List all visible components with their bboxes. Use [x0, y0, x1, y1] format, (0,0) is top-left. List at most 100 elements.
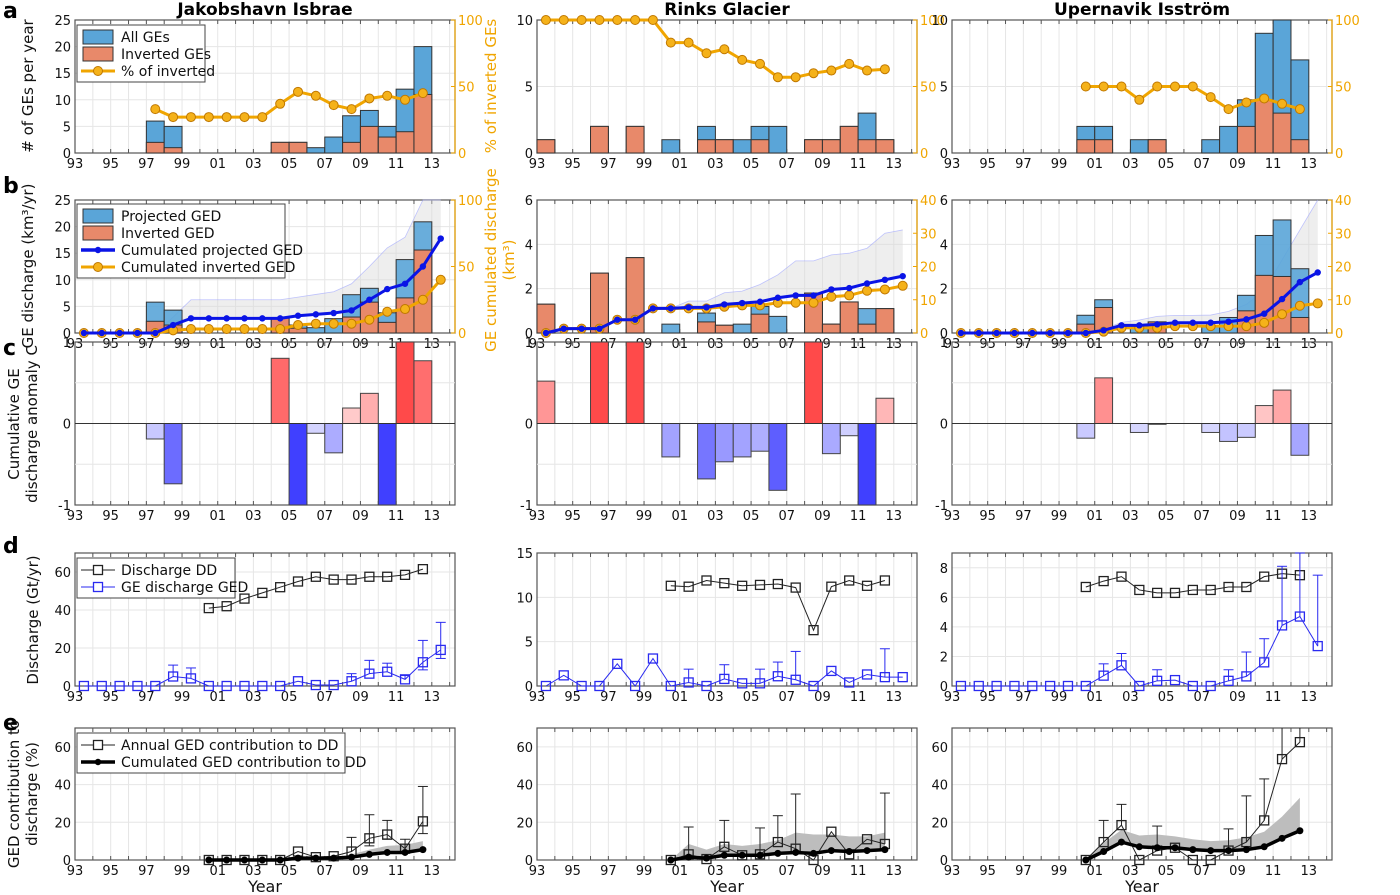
y-tick-label: 5 — [525, 636, 533, 651]
y-tick-label: 0 — [63, 327, 71, 342]
y-tick-label: 4 — [940, 621, 948, 636]
ged-point — [132, 680, 143, 692]
x-tick-label: 01 — [1086, 864, 1103, 879]
x-tick-label: 95 — [102, 157, 119, 172]
legend-label: Cumulated GED contribution to DD — [121, 755, 366, 771]
legend-label: All GEs — [121, 30, 170, 46]
dd-point — [1259, 571, 1270, 582]
x-tick-label: 11 — [1265, 864, 1282, 879]
dd-point — [808, 624, 819, 636]
bar-inverted-ges — [1254, 99, 1274, 154]
y-tick-label: 20 — [54, 41, 71, 56]
x-tick-label: 93 — [529, 690, 546, 705]
pct-inverted-point — [400, 94, 411, 105]
cum-projected-point — [1136, 322, 1143, 329]
x-tick-label: 09 — [814, 690, 831, 705]
bar-anomaly-negative — [145, 423, 165, 440]
bar-inverted-ges — [163, 147, 183, 154]
bar-inverted-ges — [697, 139, 716, 154]
annual-contribution-point — [1276, 753, 1288, 765]
cum-projected-point — [899, 272, 906, 280]
dd-point — [1134, 584, 1145, 596]
pct-inverted-point — [1259, 93, 1270, 104]
cum-projected-point — [348, 307, 355, 314]
y-tick-label: 6 — [525, 194, 533, 209]
y-tick-label: 15 — [54, 67, 71, 82]
x-tick-label: 13 — [1301, 157, 1318, 172]
x-tick-label: 93 — [529, 509, 546, 524]
x-tick-label: 09 — [1229, 864, 1246, 879]
bar-inverted-ges — [821, 139, 841, 154]
bar-anomaly-negative — [697, 423, 716, 480]
y-axis-label: GED contribution to — [5, 720, 23, 868]
cumulated-contribution-point — [223, 856, 231, 864]
bar-inverted-ged — [857, 323, 877, 334]
pct-inverted-point — [665, 37, 676, 48]
pct-inverted-point — [755, 58, 766, 69]
pct-inverted-point — [844, 58, 855, 69]
cum-inverted-point — [364, 314, 375, 325]
x-tick-label: 03 — [245, 690, 262, 705]
cum-projected-point — [276, 315, 284, 322]
y-tick-label: 8 — [940, 562, 948, 577]
x-tick-label: 05 — [1158, 509, 1175, 524]
pct-inverted-line — [154, 90, 424, 119]
y-tick-label: 1 — [63, 336, 71, 351]
ged-point — [1259, 657, 1270, 668]
x-tick-label: 99 — [636, 690, 653, 705]
bar-inverted-ged — [714, 324, 734, 334]
x-tick-label: 05 — [743, 864, 760, 879]
cumulated-contribution-point — [276, 856, 284, 864]
x-tick-label: 07 — [778, 157, 795, 172]
cum-inverted-point — [400, 304, 411, 315]
cum-projected-point — [863, 280, 871, 287]
y2-tick-label: 0 — [920, 147, 928, 162]
annual-contribution-point — [1205, 854, 1216, 866]
ged-point — [1152, 675, 1163, 686]
bar-inverted-ges — [377, 136, 397, 154]
pct-inverted-point — [382, 90, 393, 101]
legend-marker — [92, 739, 104, 751]
bar-anomaly-positive — [1094, 377, 1114, 424]
ged-line — [545, 657, 903, 687]
y2-tick-label: 0 — [458, 327, 466, 342]
cum-inverted-point — [826, 291, 837, 302]
dd-line — [1085, 573, 1300, 594]
dd-point — [1169, 587, 1181, 599]
y-tick-label: 40 — [931, 779, 948, 794]
legend-label: % of inverted — [121, 64, 215, 80]
y-tick-label: 0 — [63, 854, 71, 869]
dd-point — [257, 587, 268, 599]
cum-projected-point — [384, 285, 391, 293]
x-tick-label: 05 — [1158, 690, 1175, 705]
bar-all-ges — [661, 139, 681, 154]
legend-marker — [94, 758, 102, 766]
pct-inverted-point — [594, 15, 605, 25]
cumulated-contribution-point — [667, 856, 675, 864]
bar-inverted-ged — [875, 308, 895, 334]
y2-tick-label: 0 — [920, 327, 928, 342]
cumulated-contribution-point — [401, 848, 409, 856]
y-tick-label: 5 — [63, 120, 71, 135]
x-tick-label: 07 — [778, 690, 795, 705]
y-tick-label: 60 — [54, 566, 71, 581]
y-tick-label: 10 — [931, 14, 948, 29]
bar-anomaly-negative — [839, 423, 859, 437]
cum-projected-point — [1314, 269, 1321, 276]
dd-point — [861, 580, 873, 591]
bar-anomaly-negative — [768, 423, 788, 491]
y-tick-label: -1 — [58, 499, 71, 514]
cum-inverted-point — [293, 320, 304, 331]
x-tick-label: 13 — [1301, 509, 1318, 524]
y-tick-label: 0 — [525, 680, 533, 695]
ged-point — [540, 680, 552, 692]
bar-inverted-ges — [839, 125, 859, 154]
ged-point — [346, 676, 357, 687]
x-tick-label: 03 — [707, 157, 724, 172]
cumulated-contribution-point — [827, 847, 835, 855]
y-tick-label: 1 — [940, 336, 948, 351]
pct-inverted-point — [612, 15, 623, 25]
cum-projected-point — [1029, 329, 1036, 337]
bar-anomaly-negative — [163, 423, 183, 485]
